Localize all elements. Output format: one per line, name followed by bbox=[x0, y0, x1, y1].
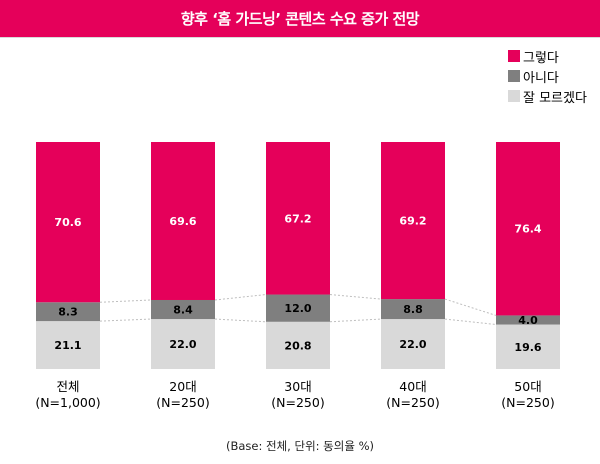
data-label-unsure: 22.0 bbox=[399, 338, 426, 351]
legend-item-no: 아니다 bbox=[508, 66, 587, 86]
category-label: (N=250) bbox=[386, 395, 439, 410]
series-line bbox=[214, 318, 267, 323]
data-label-unsure: 20.8 bbox=[284, 339, 311, 352]
bar-yes bbox=[266, 142, 330, 295]
series-line bbox=[99, 299, 152, 303]
legend-item-yes: 그렇다 bbox=[508, 46, 587, 66]
bar-unsure bbox=[496, 324, 560, 369]
data-label-no: 4.0 bbox=[518, 314, 538, 327]
data-label-yes: 69.2 bbox=[399, 215, 426, 228]
category-label: (N=250) bbox=[156, 395, 209, 410]
legend-swatch-unsure bbox=[508, 90, 520, 102]
footnote: (Base: 전체, 단위: 동의율 %) bbox=[226, 439, 374, 453]
legend-label-no: 아니다 bbox=[523, 70, 559, 86]
series-line bbox=[99, 318, 152, 322]
data-label-yes: 70.6 bbox=[54, 216, 81, 229]
category-label: (N=250) bbox=[271, 395, 324, 410]
series-line bbox=[329, 294, 382, 300]
legend-label-yes: 그렇다 bbox=[523, 50, 559, 66]
legend-swatch-yes bbox=[508, 50, 520, 62]
data-label-unsure: 19.6 bbox=[514, 341, 541, 354]
data-label-yes: 69.6 bbox=[169, 215, 196, 228]
bar-yes bbox=[496, 142, 560, 316]
bar-no bbox=[381, 299, 445, 320]
bar-yes bbox=[381, 142, 445, 300]
category-label: 50대 bbox=[514, 379, 541, 394]
category-label: (N=1,000) bbox=[35, 395, 100, 410]
legend: 그렇다 아니다 잘 모르겠다 bbox=[508, 46, 587, 106]
bar-unsure bbox=[36, 321, 100, 369]
data-label-no: 12.0 bbox=[284, 302, 311, 315]
bar-unsure bbox=[151, 319, 215, 369]
bar-no bbox=[496, 315, 560, 325]
series-line bbox=[444, 318, 497, 326]
title-divider bbox=[0, 37, 600, 38]
legend-item-unsure: 잘 모르겠다 bbox=[508, 86, 587, 106]
bar-unsure bbox=[381, 319, 445, 369]
data-label-no: 8.4 bbox=[173, 304, 193, 317]
category-label: (N=250) bbox=[501, 395, 554, 410]
data-label-yes: 67.2 bbox=[284, 212, 311, 225]
data-label-no: 8.3 bbox=[58, 306, 78, 319]
bar-no bbox=[266, 294, 330, 322]
bar-yes bbox=[151, 142, 215, 300]
bar-no bbox=[36, 302, 100, 322]
category-label: 40대 bbox=[399, 379, 426, 394]
category-label: 전체 bbox=[56, 379, 79, 394]
bar-no bbox=[151, 299, 215, 320]
series-line bbox=[444, 298, 497, 316]
series-line bbox=[214, 294, 267, 301]
bar-yes bbox=[36, 142, 100, 303]
category-label: 30대 bbox=[284, 379, 311, 394]
category-label: 20대 bbox=[169, 379, 196, 394]
chart-title: 향후 ‘홈 가드닝’ 콘텐츠 수요 증가 전망 bbox=[0, 0, 600, 37]
bar-unsure bbox=[266, 321, 330, 369]
legend-swatch-no bbox=[508, 70, 520, 82]
legend-label-unsure: 잘 모르겠다 bbox=[523, 90, 587, 106]
data-label-unsure: 21.1 bbox=[54, 339, 81, 352]
data-label-yes: 76.4 bbox=[514, 223, 541, 236]
data-label-unsure: 22.0 bbox=[169, 338, 196, 351]
series-line bbox=[329, 318, 382, 323]
data-label-no: 8.8 bbox=[403, 303, 423, 316]
